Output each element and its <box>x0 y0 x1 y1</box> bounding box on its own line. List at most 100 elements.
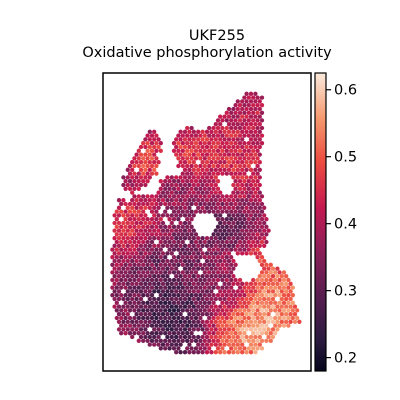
tissue-spot <box>132 331 137 336</box>
tissue-spot <box>200 350 205 355</box>
tissue-spot <box>259 209 265 214</box>
tissue-spot <box>218 289 223 294</box>
tissue-spot <box>231 129 236 134</box>
tissue-spot <box>136 315 141 321</box>
tissue-spot <box>215 133 221 138</box>
tissue-spot <box>207 179 212 184</box>
tissue-spot <box>270 327 276 332</box>
tissue-spot <box>213 350 218 355</box>
tissue-spot <box>147 152 152 157</box>
tissue-spot <box>237 232 243 237</box>
tissue-spot <box>182 274 188 279</box>
tissue-spot <box>273 285 278 290</box>
tissue-spot <box>218 296 223 302</box>
tissue-spot <box>165 182 170 188</box>
tissue-spot <box>187 198 192 203</box>
tissue-spot <box>215 262 221 267</box>
tissue-spot <box>189 217 194 222</box>
tissue-spot <box>196 334 201 340</box>
tissue-spot <box>242 346 247 351</box>
tissue-spot <box>180 194 185 199</box>
tissue-spot <box>255 346 260 351</box>
tissue-spot <box>266 281 271 286</box>
tissue-spot <box>207 247 212 252</box>
tissue-spot <box>259 133 265 138</box>
tissue-spot <box>207 186 212 191</box>
tissue-spot <box>141 239 146 245</box>
tissue-spot <box>185 141 190 146</box>
tissue-spot <box>141 277 146 283</box>
tissue-spot <box>187 167 192 172</box>
tissue-spot <box>231 319 236 324</box>
tissue-spot <box>198 156 203 161</box>
tissue-spot <box>202 346 207 351</box>
tissue-spot <box>255 239 260 245</box>
tissue-spot <box>251 133 256 138</box>
tissue-spot <box>191 228 196 233</box>
tissue-spot <box>242 110 247 115</box>
tissue-spot <box>229 194 234 199</box>
tissue-spot <box>149 133 155 138</box>
tissue-spot <box>244 350 249 355</box>
tissue-spot <box>156 190 161 195</box>
tissue-spot <box>116 274 122 279</box>
tissue-spot <box>244 175 249 180</box>
tissue-spot <box>193 171 199 176</box>
tissue-spot <box>196 152 201 157</box>
tissue-spot <box>138 258 144 264</box>
tissue-spot <box>171 323 177 328</box>
tissue-spot <box>257 114 262 119</box>
tissue-spot <box>257 137 262 142</box>
tissue-spot <box>244 182 249 188</box>
tissue-spot <box>251 338 256 343</box>
tissue-spot <box>191 198 196 203</box>
tissue-spot <box>200 281 205 286</box>
tissue-spot <box>275 319 280 324</box>
tissue-spot <box>211 179 216 184</box>
tissue-spot <box>218 319 223 324</box>
tissue-spot <box>204 312 210 317</box>
tissue-spot <box>160 342 166 347</box>
tissue-spot <box>244 334 249 340</box>
tissue-spot <box>251 300 256 305</box>
tissue-spot <box>121 236 126 241</box>
tissue-spot <box>136 194 141 199</box>
tissue-spot <box>130 198 135 203</box>
tissue-spot <box>246 103 251 108</box>
tissue-spot <box>167 224 172 229</box>
tissue-spot <box>167 217 172 222</box>
tissue-spot <box>167 201 172 207</box>
tissue-spot <box>185 315 190 321</box>
tissue-spot <box>202 262 207 267</box>
tissue-spot <box>196 205 201 210</box>
tissue-spot <box>165 243 170 248</box>
tissue-spot <box>211 239 216 245</box>
tissue-spot <box>262 327 267 332</box>
tissue-spot <box>132 201 137 207</box>
tissue-spot <box>253 106 258 112</box>
spot-layer <box>110 91 302 355</box>
tissue-spot <box>136 209 141 214</box>
tissue-spot <box>114 209 119 214</box>
tissue-spot <box>165 289 170 294</box>
tissue-spot <box>257 304 262 309</box>
tissue-spot <box>136 308 141 313</box>
tissue-spot <box>218 220 223 226</box>
tissue-spot <box>174 236 179 241</box>
tissue-spot <box>176 224 181 229</box>
tissue-spot <box>138 198 144 203</box>
tissue-spot <box>169 258 174 264</box>
tissue-spot <box>171 141 177 146</box>
tissue-spot <box>154 201 159 207</box>
tissue-spot <box>257 152 262 157</box>
tissue-spot <box>193 247 199 252</box>
tissue-spot <box>198 323 203 328</box>
tissue-spot <box>143 258 148 264</box>
tissue-spot <box>141 247 146 252</box>
tissue-spot <box>198 315 203 321</box>
tissue-spot <box>158 217 163 222</box>
tissue-spot <box>277 323 282 328</box>
tissue-spot <box>134 258 139 264</box>
tissue-spot <box>180 262 185 267</box>
